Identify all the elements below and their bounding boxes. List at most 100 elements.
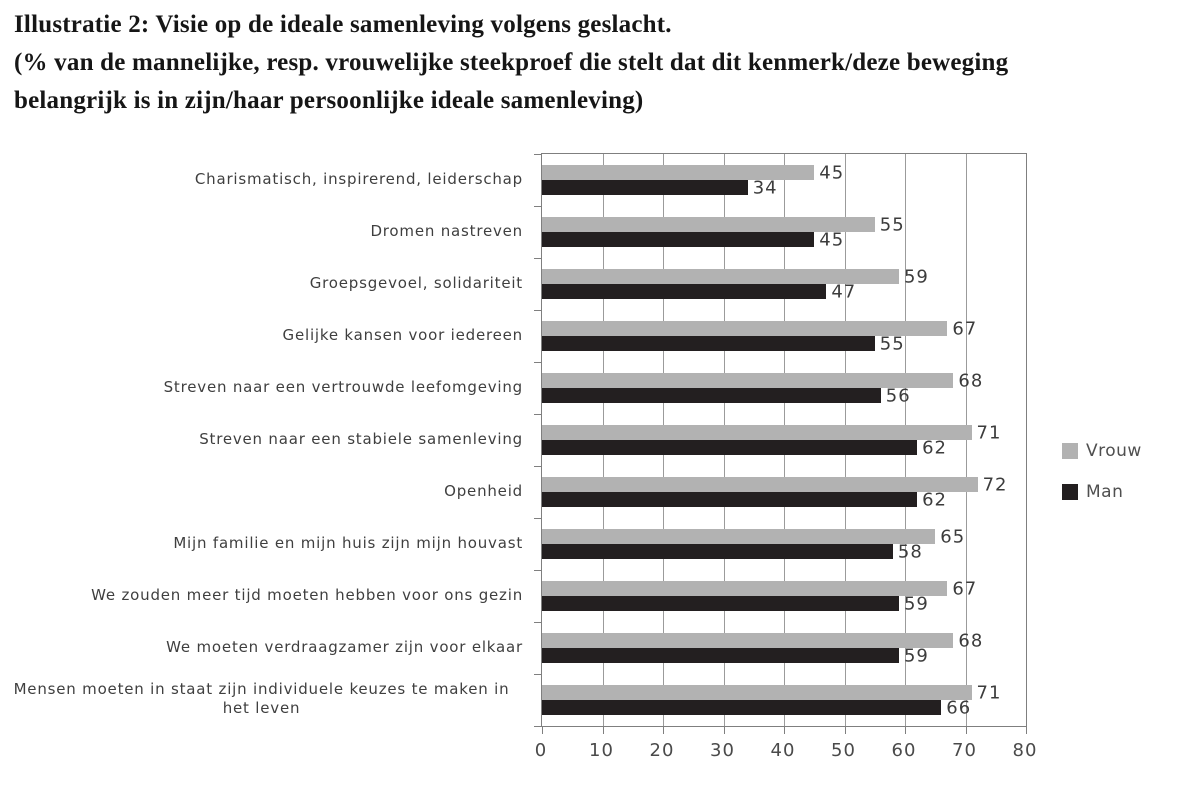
category-label: Dromen nastreven	[370, 221, 523, 240]
y-axis-tick	[534, 154, 542, 155]
bar-man: 59	[542, 645, 928, 666]
bar-group: 55 45	[542, 206, 1026, 258]
category-label: Mijn familie en mijn huis zijn mijn houv…	[173, 533, 523, 552]
bar-group: 68 56	[542, 362, 1026, 414]
chart-title: Illustratie 2: Visie op de ideale samenl…	[14, 11, 672, 38]
category-label-slot: Streven naar een stabiele samenleving	[0, 413, 523, 465]
bar-man: 62	[542, 489, 946, 510]
bar-man: 59	[542, 593, 928, 614]
y-axis-tick	[534, 362, 542, 363]
bar-value-label: 68	[958, 630, 984, 651]
category-label-slot: Groepsgevoel, solidariteit	[0, 257, 523, 309]
legend: Vrouw Man	[1062, 441, 1142, 502]
bar-group: 68 59	[542, 622, 1026, 674]
bar-man: 45	[542, 229, 843, 250]
bar-man: 56	[542, 385, 910, 406]
bar-value-label: 71	[976, 682, 1002, 703]
x-axis-tick-label: 60	[891, 740, 917, 761]
bar-value-label: 71	[976, 422, 1002, 443]
chart-subtitle-line-1: (% van de mannelijke, resp. vrouwelijke …	[14, 49, 1009, 76]
x-axis-tick	[602, 726, 604, 734]
bar-value-label: 62	[922, 437, 947, 458]
category-label: Streven naar een vertrouwde leefomgeving	[163, 377, 523, 396]
bar-vrouw: 68	[542, 370, 982, 391]
y-axis-tick	[534, 310, 542, 311]
bar-chart: Charismatisch, inspirerend, leiderschap D…	[0, 148, 1200, 783]
gridline	[965, 154, 967, 726]
bar-value-label: 55	[879, 333, 905, 354]
category-label-slot: We moeten verdraagzamer zijn voor elkaar	[0, 621, 523, 673]
category-label: Streven naar een stabiele samenleving	[199, 429, 523, 448]
x-axis-tick	[844, 726, 846, 734]
x-axis-tick	[905, 726, 906, 734]
bar-man: 55	[542, 333, 904, 354]
category-label: Gelijke kansen voor iedereen	[282, 325, 523, 344]
legend-label: Man	[1086, 482, 1124, 502]
bar-vrouw: 71	[542, 422, 1000, 443]
bar-vrouw: 65	[542, 526, 964, 547]
bar-value-label: 65	[940, 526, 966, 547]
category-label-slot: Mijn familie en mijn huis zijn mijn houv…	[0, 517, 523, 569]
bar-value-label: 56	[885, 385, 911, 406]
category-label-slot: Gelijke kansen voor iedereen	[0, 309, 523, 361]
bar-group: 45 34	[542, 154, 1026, 206]
y-axis-tick	[534, 466, 542, 467]
bar-vrouw: 68	[542, 630, 982, 651]
y-axis-tick	[534, 622, 542, 623]
x-axis-tick-label: 30	[710, 740, 735, 761]
bar-man: 58	[542, 541, 922, 562]
x-axis-tick-label: 10	[589, 740, 614, 761]
bar-value-label: 59	[903, 266, 929, 287]
x-axis-tick	[784, 726, 785, 734]
bar-vrouw: 72	[542, 474, 1007, 495]
legend-swatch-icon	[1062, 484, 1078, 500]
bar-man: 34	[542, 177, 777, 198]
x-axis-tick-label: 70	[952, 740, 977, 761]
bar-value-label: 58	[897, 541, 923, 562]
bar-group: 71 62	[542, 414, 1026, 466]
x-axis-tick	[965, 726, 967, 734]
bar-value-label: 67	[952, 318, 978, 339]
category-label: We zouden meer tijd moeten hebben voor o…	[91, 585, 523, 604]
legend-label: Vrouw	[1086, 441, 1142, 461]
x-axis-tick	[542, 726, 543, 734]
legend-item-vrouw: Vrouw	[1062, 441, 1142, 461]
bar-group: 59 47	[542, 258, 1026, 310]
category-label: Charismatisch, inspirerend, leiderschap	[194, 169, 523, 188]
bar-value-label: 59	[903, 593, 929, 614]
x-axis-tick-label: 20	[649, 740, 675, 761]
bar-group: 67 55	[542, 310, 1026, 362]
x-axis-tick	[1026, 726, 1027, 734]
y-axis-tick	[534, 414, 542, 415]
category-label-slot: Mensen moeten in staat zijn individuele …	[0, 673, 523, 725]
bar-man: 62	[542, 437, 946, 458]
bar-vrouw: 67	[542, 578, 976, 599]
bar-value-label: 66	[946, 697, 972, 718]
bar-value-label: 62	[922, 489, 947, 510]
x-axis-tick-label: 50	[831, 740, 856, 761]
bar-value-label: 45	[819, 162, 845, 183]
legend-swatch-icon	[1062, 443, 1078, 459]
x-axis-tick-label: 40	[770, 740, 796, 761]
bar-group: 72 62	[542, 466, 1026, 518]
y-axis-tick	[534, 518, 542, 519]
bar-value-label: 59	[903, 645, 929, 666]
bar-vrouw: 45	[542, 162, 843, 183]
category-label-slot: Dromen nastreven	[0, 205, 523, 257]
bar-group: 71 66	[542, 674, 1026, 726]
x-axis-tick-label: 80	[1012, 740, 1038, 761]
chart-title-block: Illustratie 2: Visie op de ideale samenl…	[14, 6, 1194, 120]
bar-value-label: 72	[982, 474, 1008, 495]
category-label-slot: Charismatisch, inspirerend, leiderschap	[0, 153, 523, 205]
bar-value-label: 45	[819, 229, 845, 250]
category-label: We moeten verdraagzamer zijn voor elkaar	[166, 637, 523, 656]
bar-group: 67 59	[542, 570, 1026, 622]
category-label: Groepsgevoel, solidariteit	[309, 273, 523, 292]
bar-value-label: 68	[958, 370, 984, 391]
x-axis-tick	[663, 726, 664, 734]
x-axis-tick	[723, 726, 725, 734]
bar-man: 66	[542, 697, 970, 718]
category-label: Openheid	[444, 481, 523, 500]
bar-vrouw: 67	[542, 318, 976, 339]
